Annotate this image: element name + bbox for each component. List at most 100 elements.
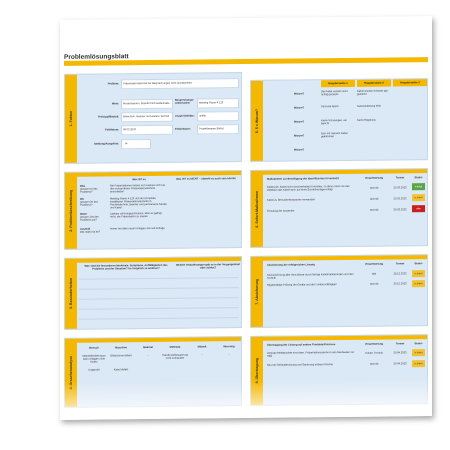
besprech-value: Meeting-Raum 4 123 bbox=[199, 101, 224, 105]
cause-col-mensch: Mensch bbox=[89, 346, 99, 350]
measure-1-text: Elektronik: Kabel nicht durchverkettet K… bbox=[267, 184, 350, 192]
grid-line bbox=[79, 317, 239, 320]
section-transfer-side: 8. Übertragung bbox=[251, 336, 263, 405]
a-what: Bei Präsentationen lassen sich Laptops n… bbox=[110, 183, 166, 194]
grid-line bbox=[79, 287, 239, 290]
section-special-side: 3. Besonderheiten bbox=[65, 258, 77, 329]
section-description-bar bbox=[65, 171, 241, 177]
section-special-bar bbox=[65, 257, 241, 263]
measure-1-resp: Technik bbox=[369, 186, 379, 190]
is-not-header: Was IST es NICHT – obwohl es auch sein k… bbox=[176, 177, 236, 181]
measure-2-text: Kabel zu Benutzerreparaturen verwenden bbox=[267, 198, 316, 202]
prinzip-value: Bildschirm, Beamer und weitere Technik bbox=[123, 114, 170, 119]
section-immediate-side: 6. Sofort-Maßnahmen bbox=[251, 170, 263, 247]
section-safeguard-side: 7. Absicherung bbox=[251, 256, 263, 327]
a-where: Meeting-Raum 4 123 und der komplette ins… bbox=[110, 196, 167, 210]
cause-col-material: Material bbox=[143, 345, 153, 350]
cause-col-messung: Messung bbox=[223, 345, 235, 349]
transfer-1-text: Zentrale Meldepunkte einrichten, Präsent… bbox=[267, 350, 355, 358]
safeguard-1-date: 28.12.2023 bbox=[393, 272, 407, 276]
section-immediate-label: 6. Sofort-Maßnahmen bbox=[255, 190, 259, 228]
why-header-1: Hauptursache 1 bbox=[321, 79, 355, 88]
safeguard-date-header: Termin bbox=[395, 262, 405, 266]
cause-r2-maschine: Kabel defekt bbox=[113, 368, 129, 372]
why-answer-1-3: Keine Schulungen, ein Bericht bbox=[321, 118, 347, 126]
why-header-3: Hauptursache 3 bbox=[393, 79, 427, 87]
cause-col-mitwelt: Mitwelt bbox=[197, 345, 207, 349]
why-label-3: Warum? bbox=[293, 120, 305, 124]
meldung-label: Meldung/Ausgelöst: bbox=[94, 142, 119, 146]
section-facts-side: 1. Fakten bbox=[65, 74, 77, 163]
section-description-side: 2. Problembeschreibung bbox=[65, 172, 77, 249]
safeguard-2-resp: Technik bbox=[369, 282, 379, 286]
cause-col-methode: Methode bbox=[169, 345, 181, 349]
safeguard-1-resp: Alle bbox=[371, 272, 377, 276]
a-when: Laptops wird eingeschlossen, aber es gel… bbox=[110, 211, 162, 219]
section-transfer-bar bbox=[251, 335, 427, 341]
safeguard-resp-header: Verantwortung bbox=[364, 262, 384, 266]
why-answer-2-2: Nutzeranleitung fehlt bbox=[357, 104, 381, 108]
section-special: 3. Besonderheiten Was sind die besondere… bbox=[64, 256, 242, 330]
section-facts-label: 1. Fakten bbox=[69, 111, 73, 127]
q-what-sub: genaue Art des Problems? bbox=[80, 187, 98, 194]
meldung-value: IA bbox=[125, 142, 128, 146]
section-cause-label: 4. Ursachenanalyse bbox=[69, 356, 73, 390]
measure-3-text: Schulung der Anwender bbox=[267, 209, 295, 213]
q-extent-sub: Wie stark tritt es? bbox=[80, 230, 101, 234]
anzahl-label: Anzahl Defekte: bbox=[175, 114, 195, 118]
safeguard-status-header: Status bbox=[414, 262, 423, 266]
besprech-label: Besprechungs-ort/Ursache: bbox=[175, 98, 194, 105]
why-label-4: Warum? bbox=[293, 134, 305, 138]
section-facts: 1. Fakten Problem: Präsentationstechnik … bbox=[64, 72, 242, 164]
section-description-label: 2. Problembeschreibung bbox=[69, 189, 73, 232]
is-header: Was IST es bbox=[132, 178, 146, 182]
why-answer-2-3: Keine Regelung bbox=[357, 118, 376, 122]
cause-r1-mitwelt: – bbox=[201, 353, 203, 357]
cause-col-maschine: Maschine bbox=[115, 346, 127, 350]
prinzip-label: Prinzipal/Bauteil: bbox=[97, 115, 119, 119]
werk-label: Werk: bbox=[111, 102, 119, 106]
cause-r2-mensch: Ungeprüft bbox=[88, 368, 100, 372]
cause-r1-material: – bbox=[147, 354, 149, 358]
dauer-value: Projektbeamer Bildrst bbox=[199, 127, 224, 131]
safeguard-header: Absicherung der erfolgreichen Lösung bbox=[267, 263, 315, 267]
section-5why-label: 5. 5 x Warum? bbox=[255, 108, 259, 134]
why-answer-2-1: Kabel wurden erneuert gar gesteckt bbox=[357, 89, 388, 96]
section-special-label: 3. Besonderheiten bbox=[69, 278, 73, 310]
transfer-date-header: Termin bbox=[395, 342, 405, 346]
why-answer-1-2: Personal falsch bbox=[321, 105, 339, 109]
why-label-1: Warum? bbox=[293, 92, 305, 96]
transfer-header: Übertragung der Lösung auf andere Produk… bbox=[267, 343, 336, 347]
transfer-1-resp: Kohler, Technik bbox=[365, 351, 383, 355]
why-label-5: Warum? bbox=[293, 148, 305, 152]
measure-3-resp: Technik bbox=[369, 208, 379, 212]
measure-2-resp: Technik bbox=[369, 197, 379, 201]
safeguard-2-date: 30.12.2023 bbox=[393, 282, 407, 286]
datum-value: 08.03.2023 bbox=[123, 128, 136, 132]
grid-line bbox=[79, 307, 239, 310]
grid-line bbox=[79, 297, 239, 300]
section-cause: 4. Ursachenanalyse Mensch Maschine Mater… bbox=[64, 336, 242, 408]
measure-2-date: 20.03.2023 bbox=[393, 197, 407, 201]
anzahl-value: unklar bbox=[199, 114, 207, 118]
why-label-2: Warum? bbox=[293, 106, 305, 110]
transfer-2-resp: Technik bbox=[369, 362, 379, 366]
measure-2-status: in Arbeit bbox=[412, 194, 425, 202]
why-header-2: Hauptursache 2 bbox=[357, 79, 391, 87]
worksheet: Problemlösungsblatt 1. Fakten Problem: P… bbox=[60, 16, 432, 420]
transfer-2-status: in Arbeit bbox=[412, 360, 425, 368]
measure-3-date: 30.03.2023 bbox=[393, 208, 407, 212]
measure-3-status: offen bbox=[412, 205, 425, 213]
cause-r1-maschine: Bildschirme defekt bbox=[110, 354, 132, 358]
q-where-sub: genaue Ort des Problems? bbox=[80, 200, 98, 207]
q-when-sub: genaue Zeit des Problems auf? bbox=[80, 215, 99, 222]
cause-r1-mensch: Mitarbeiter/Benutzer kann Anlagen nicht … bbox=[82, 354, 106, 364]
section-safeguard: 7. Absicherung Absicherung der erfolgrei… bbox=[250, 254, 428, 328]
datum-label: Fehldatum: bbox=[105, 128, 119, 132]
transfer-1-date: 30.04.2023 bbox=[393, 351, 407, 355]
safeguard-1-status: in Arbeit bbox=[412, 270, 425, 278]
cause-r1-methode: Handlu Aufbewahrung nicht vorhanden bbox=[162, 353, 188, 360]
problem-label: Problem: bbox=[107, 82, 119, 86]
why-answer-1-1: Die Kabel wurden nicht richtig gesteckt bbox=[321, 89, 348, 97]
section-safeguard-bar bbox=[251, 255, 427, 261]
